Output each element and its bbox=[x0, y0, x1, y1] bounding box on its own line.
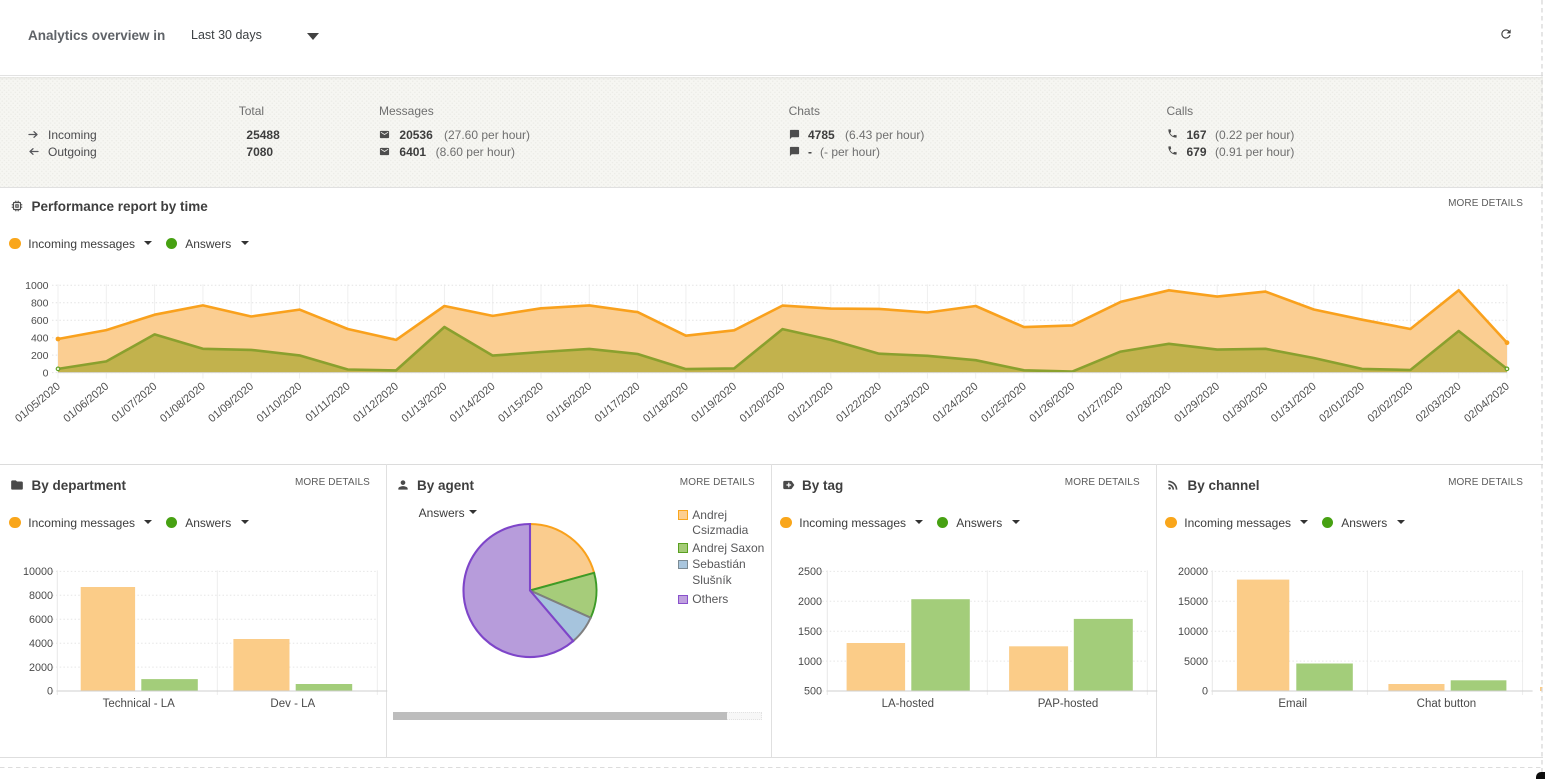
svg-text:6000: 6000 bbox=[29, 614, 53, 626]
svg-text:5000: 5000 bbox=[1184, 656, 1208, 668]
svg-text:Technical - LA: Technical - LA bbox=[103, 698, 176, 710]
svg-text:1000: 1000 bbox=[798, 656, 822, 668]
svg-text:Chat button: Chat button bbox=[1417, 698, 1476, 710]
svg-text:400: 400 bbox=[31, 332, 49, 344]
svg-text:0: 0 bbox=[1202, 686, 1208, 698]
svg-text:600: 600 bbox=[31, 315, 49, 327]
svg-text:200: 200 bbox=[31, 350, 49, 362]
svg-text:1500: 1500 bbox=[798, 626, 822, 638]
svg-text:15000: 15000 bbox=[1178, 596, 1208, 608]
svg-text:Dev - LA: Dev - LA bbox=[270, 698, 315, 710]
svg-text:20000: 20000 bbox=[1178, 566, 1208, 578]
svg-text:Email: Email bbox=[1278, 698, 1307, 710]
svg-text:0: 0 bbox=[47, 686, 53, 698]
svg-text:LA-hosted: LA-hosted bbox=[882, 698, 934, 710]
svg-text:0: 0 bbox=[43, 367, 49, 379]
svg-text:1000: 1000 bbox=[25, 280, 49, 292]
svg-text:4000: 4000 bbox=[29, 638, 53, 650]
svg-text:800: 800 bbox=[31, 298, 49, 310]
svg-text:PAP-hosted: PAP-hosted bbox=[1038, 698, 1099, 710]
svg-text:2000: 2000 bbox=[798, 596, 822, 608]
svg-text:10000: 10000 bbox=[23, 566, 53, 578]
svg-text:2500: 2500 bbox=[798, 566, 822, 578]
svg-text:10000: 10000 bbox=[1178, 626, 1208, 638]
svg-text:500: 500 bbox=[804, 686, 822, 698]
svg-text:8000: 8000 bbox=[29, 590, 53, 602]
svg-text:2000: 2000 bbox=[29, 662, 53, 674]
